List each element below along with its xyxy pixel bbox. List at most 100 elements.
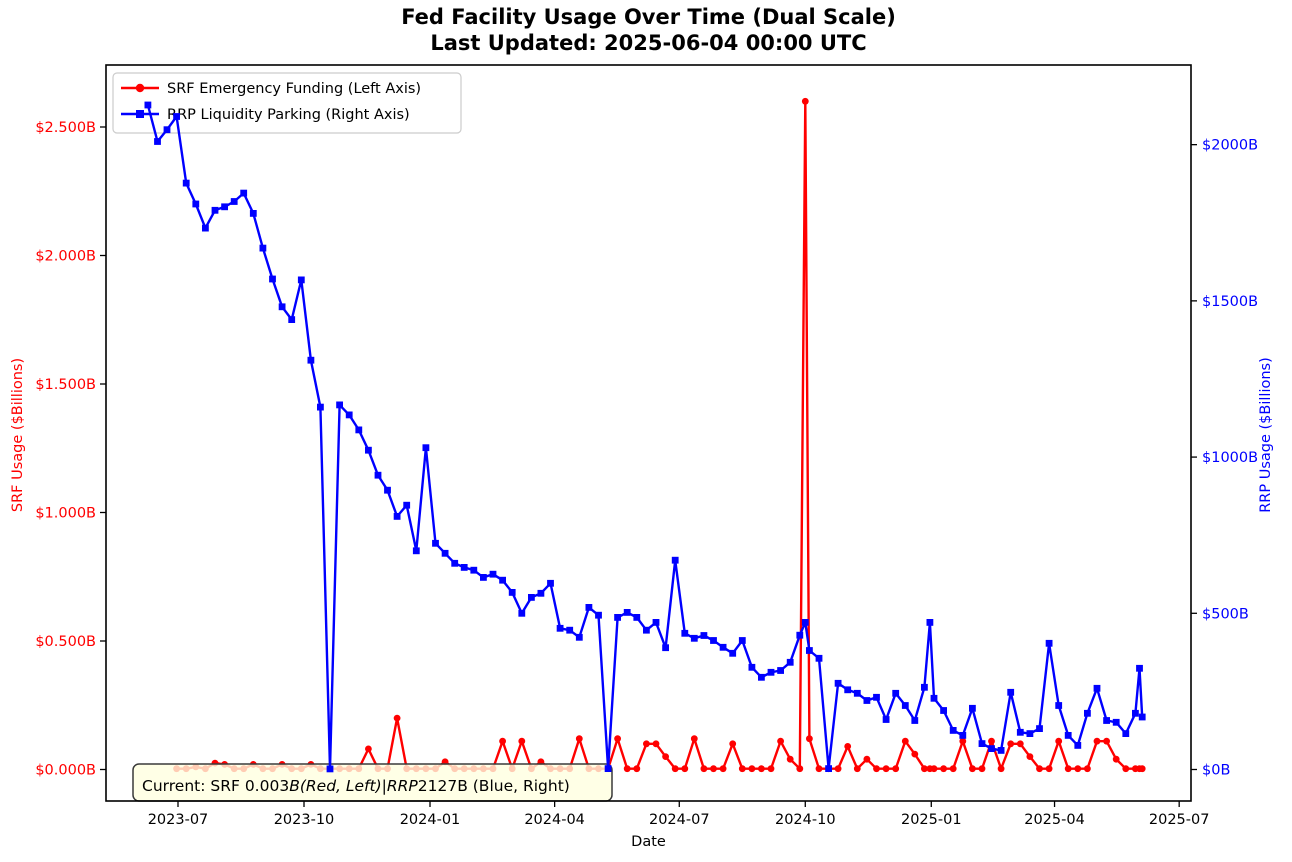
data-point-marker — [326, 765, 334, 773]
x-tick-label: 2023-07 — [148, 812, 209, 828]
legend: SRF Emergency Funding (Left Axis) RRP Liq… — [112, 72, 462, 134]
data-point-marker — [671, 765, 679, 773]
data-point-marker — [575, 633, 583, 641]
data-point-marker — [556, 624, 564, 632]
data-point-marker — [892, 689, 900, 697]
data-point-marker — [853, 689, 861, 697]
data-point-marker — [844, 743, 852, 750]
data-point-marker — [940, 707, 947, 714]
left-tick-label: $2.000B — [35, 249, 96, 265]
current-values-annotation: Current: SRF 0.003B(Red, Left)|RRP2127B … — [132, 763, 613, 802]
data-point-marker — [806, 735, 813, 743]
data-point-marker — [259, 244, 267, 252]
right-tick-label: $1500B — [1202, 294, 1258, 310]
data-point-marker — [384, 486, 391, 494]
data-point-marker — [1045, 765, 1053, 773]
data-point-marker — [307, 356, 315, 364]
data-point-marker — [892, 765, 900, 773]
data-point-marker — [633, 765, 641, 773]
data-point-marker — [930, 765, 938, 773]
data-point-marker — [767, 765, 775, 773]
data-point-marker — [863, 697, 871, 704]
data-point-marker — [1064, 765, 1072, 773]
x-tick-label: 2024-01 — [400, 812, 461, 828]
data-point-marker — [355, 426, 363, 434]
data-point-marker — [345, 411, 353, 419]
data-point-marker — [1026, 753, 1034, 760]
data-point-marker — [1084, 709, 1091, 717]
rrp-series — [144, 101, 1146, 773]
data-point-marker — [144, 101, 152, 109]
x-tick-label: 2024-10 — [775, 812, 836, 828]
data-point-marker — [796, 765, 804, 773]
data-point-marker — [988, 745, 995, 752]
data-point-marker — [921, 683, 928, 691]
data-point-marker — [978, 740, 986, 747]
data-point-marker — [926, 619, 934, 626]
data-point-marker — [1103, 717, 1110, 724]
data-point-marker — [815, 654, 823, 662]
data-point-marker — [432, 539, 439, 547]
data-point-marker — [365, 745, 372, 753]
data-point-marker — [441, 549, 449, 557]
data-point-marker — [930, 694, 938, 702]
data-point-marker — [767, 668, 775, 676]
data-point-marker — [997, 747, 1005, 754]
data-point-marker — [652, 740, 660, 748]
data-point-marker — [681, 765, 689, 773]
data-point-marker — [278, 303, 286, 311]
data-point-marker — [163, 126, 171, 134]
data-point-marker — [748, 765, 756, 773]
data-point-marker — [623, 609, 631, 616]
data-point-marker — [1093, 684, 1101, 692]
data-point-marker — [575, 735, 583, 743]
data-point-marker — [969, 704, 976, 712]
data-point-marker — [901, 702, 909, 709]
data-point-marker — [633, 614, 641, 621]
data-point-marker — [566, 626, 574, 634]
data-point-marker — [700, 632, 708, 639]
data-point-marker — [1064, 732, 1072, 739]
data-point-marker — [738, 765, 746, 773]
x-tick-label: 2024-07 — [649, 812, 710, 828]
data-point-marker — [1007, 688, 1015, 696]
data-point-marker — [154, 138, 161, 145]
data-point-marker — [873, 765, 880, 773]
data-point-marker — [834, 765, 842, 773]
data-point-marker — [777, 667, 784, 674]
data-point-marker — [508, 589, 516, 596]
data-point-marker — [997, 765, 1005, 773]
data-point-marker — [595, 611, 602, 619]
data-point-marker — [844, 686, 852, 694]
data-point-marker — [230, 198, 238, 205]
left-tick-label: $0.500B — [35, 634, 96, 650]
data-point-marker — [173, 113, 180, 120]
data-point-marker — [643, 740, 650, 748]
data-point-marker — [240, 189, 248, 197]
data-point-marker — [796, 631, 804, 639]
right-tick-label: $500B — [1202, 606, 1249, 622]
data-point-marker — [269, 275, 276, 283]
data-point-marker — [729, 649, 737, 657]
data-point-marker — [365, 446, 372, 454]
data-point-marker — [1026, 730, 1034, 737]
data-point-marker — [460, 564, 468, 571]
data-point-marker — [801, 619, 809, 626]
data-point-marker — [451, 559, 459, 567]
chart-title: Fed Facility Usage Over Time (Dual Scale… — [3, 4, 1292, 56]
data-point-marker — [882, 716, 890, 723]
data-point-marker — [940, 765, 947, 773]
data-point-marker — [786, 658, 794, 666]
data-point-marker — [412, 547, 420, 555]
left-axis-label: SRF Usage ($Billions) — [10, 358, 26, 512]
data-point-marker — [901, 737, 909, 745]
data-point-marker — [547, 579, 554, 587]
data-point-marker — [1103, 737, 1110, 745]
data-point-marker — [738, 637, 746, 644]
x-tick-label: 2024-04 — [524, 812, 585, 828]
data-point-marker — [1112, 718, 1120, 726]
data-point-marker — [480, 574, 487, 581]
right-tick-label: $0B — [1202, 763, 1230, 779]
data-point-marker — [777, 737, 784, 745]
right-tick-label: $2000B — [1202, 138, 1258, 154]
